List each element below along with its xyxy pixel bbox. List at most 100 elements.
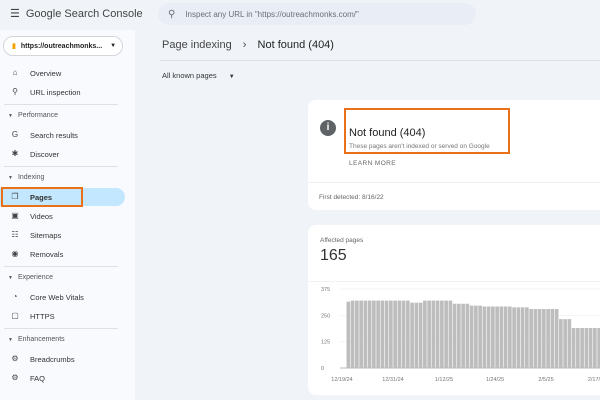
bar — [380, 300, 385, 368]
bar — [584, 327, 589, 368]
bar — [423, 300, 427, 368]
sidebar-item-breadcrumbs[interactable]: ⚙ Breadcrumbs — [0, 350, 125, 368]
bar — [410, 302, 414, 368]
learn-more-link[interactable]: LEARN MORE — [349, 160, 396, 167]
pages-icon: ❐ — [11, 192, 19, 201]
sidebar-item-label: Sitemaps — [30, 230, 62, 240]
sidebar-item-overview[interactable]: ⌂ Overview — [0, 64, 125, 82]
bar — [478, 305, 482, 368]
bar — [474, 305, 478, 368]
bar — [359, 300, 363, 368]
x-tick-label: 2/5/25 — [538, 377, 553, 383]
sidebar-item-videos[interactable]: ▣ Videos — [0, 207, 125, 225]
affected-pages-chart: 375 250 125 0 12/19/24 12/31/24 1/12/25 1/24/25… — [321, 287, 600, 383]
divider — [4, 166, 118, 167]
asterisk-icon: ✱ — [11, 149, 19, 158]
x-tick-label: 1/24/25 — [486, 377, 504, 383]
y-tick-label: 125 — [321, 340, 330, 346]
property-icon: ▮ — [12, 43, 16, 50]
diamond-icon: ⚙ — [11, 354, 19, 363]
chevron-down-icon: ▼ — [110, 43, 117, 49]
sidebar-item-label: HTTPS — [30, 311, 55, 321]
caret-icon: ▼ — [8, 337, 13, 343]
section-indexing[interactable]: ▼ Indexing — [8, 174, 44, 181]
y-tick-label: 0 — [321, 366, 324, 372]
bar — [384, 300, 389, 368]
bar — [588, 327, 593, 368]
bar — [350, 300, 355, 368]
sidebar-item-sitemaps[interactable]: ☷ Sitemaps — [0, 226, 125, 244]
pages-filter[interactable]: All known pages ▼ — [162, 71, 235, 80]
y-tick-label: 375 — [321, 287, 330, 293]
sidebar-item-label: Search results — [30, 130, 78, 140]
bar — [469, 305, 474, 368]
bar — [393, 300, 397, 368]
sidebar-item-label: Discover — [30, 149, 60, 159]
bar — [457, 303, 461, 368]
bar — [401, 300, 406, 368]
affected-value: 165 — [320, 247, 347, 264]
section-enhancements[interactable]: ▼ Enhancements — [8, 336, 65, 343]
google-g-icon: G — [11, 130, 19, 139]
bar — [546, 309, 550, 368]
breadcrumb: Page indexing › Not found (404) — [162, 39, 334, 51]
bar — [593, 327, 597, 368]
caret-icon: ▼ — [8, 175, 13, 181]
bar — [542, 309, 546, 368]
filter-label: All known pages — [162, 71, 217, 80]
caret-icon: ▼ — [8, 275, 13, 281]
gauge-icon: ◔ — [12, 292, 18, 301]
x-tick-label: 12/19/24 — [331, 377, 352, 383]
bar — [431, 300, 436, 368]
sidebar-item-core-web-vitals[interactable]: ◔ Core Web Vitals — [0, 288, 125, 306]
affected-label: Affected pages — [320, 237, 364, 244]
divider — [308, 281, 600, 282]
first-detected: First detected: 8/16/22 — [319, 194, 384, 201]
issue-title: Not found (404) — [349, 127, 426, 139]
sidebar-item-search-results[interactable]: G Search results — [0, 126, 125, 144]
app-logo: ☰ Google Search Console — [10, 7, 150, 21]
divider — [308, 182, 600, 183]
section-label: Indexing — [17, 174, 45, 181]
breadcrumb-parent[interactable]: Page indexing — [162, 39, 232, 51]
bar — [486, 306, 491, 368]
section-experience[interactable]: ▼ Experience — [8, 274, 53, 281]
sidebar-item-removals[interactable]: ◉ Removals — [0, 245, 125, 263]
bar — [512, 307, 516, 368]
sidebar-item-pages[interactable]: ❐ Pages — [0, 188, 125, 206]
x-tick-label: 12/31/24 — [382, 377, 403, 383]
bar — [372, 300, 376, 368]
bar — [520, 307, 525, 368]
lock-icon: ▢ — [11, 311, 19, 320]
sidebar-item-faq[interactable]: ⚙ FAQ — [0, 369, 125, 387]
sidebar-item-https[interactable]: ▢ HTTPS — [0, 307, 125, 325]
bar — [427, 300, 431, 368]
bar — [516, 307, 521, 368]
bar — [525, 307, 529, 368]
x-tick-label: 1/12/25 — [435, 377, 453, 383]
highlight-box — [1, 187, 83, 207]
sidebar — [0, 30, 135, 400]
sidebar-item-label: Videos — [30, 211, 53, 221]
eye-off-icon: ◉ — [11, 249, 19, 258]
sidebar-item-url-inspection[interactable]: ⚲ URL inspection — [0, 83, 125, 101]
issue-card: i Not found (404) These pages aren't ind… — [308, 100, 600, 210]
bar — [576, 327, 580, 368]
bar — [363, 300, 368, 368]
section-performance[interactable]: ▼ Performance — [8, 112, 58, 119]
bar — [406, 300, 410, 368]
sidebar-item-discover[interactable]: ✱ Discover — [0, 145, 125, 163]
bar — [597, 327, 600, 368]
bar — [550, 309, 555, 368]
bar — [529, 309, 533, 368]
video-icon: ▣ — [11, 211, 19, 220]
url-inspect-search[interactable]: ⚲ Inspect any URL in "https://outreachmo… — [158, 3, 476, 25]
menu-icon[interactable]: ☰ — [10, 8, 20, 20]
bar — [554, 309, 559, 368]
bar — [367, 300, 372, 368]
sidebar-item-label: URL inspection — [30, 87, 81, 97]
property-selector[interactable]: ▮ https://outreachmonks... ▼ — [3, 36, 123, 56]
bar — [452, 303, 457, 368]
search-icon: ⚲ — [12, 87, 18, 96]
bar — [563, 319, 567, 368]
